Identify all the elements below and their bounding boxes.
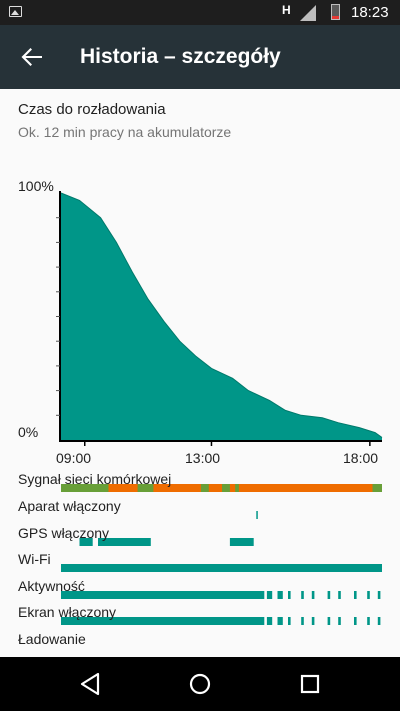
track-segment bbox=[311, 617, 315, 625]
track-label-cell-signal: Sygnał sieci komórkowej bbox=[18, 471, 172, 487]
time-to-discharge-value: Ok. 12 min pracy na akumulatorze bbox=[18, 124, 232, 140]
y-label-bottom: 0% bbox=[18, 424, 39, 440]
track-segment bbox=[372, 484, 382, 492]
track-segment bbox=[266, 591, 273, 599]
navigation-bar bbox=[0, 657, 400, 711]
track-segment bbox=[61, 564, 382, 572]
track-segment bbox=[311, 591, 315, 599]
track-segment bbox=[301, 591, 304, 599]
track-segment bbox=[266, 617, 273, 625]
track-segment bbox=[61, 617, 265, 625]
back-triangle-icon[interactable] bbox=[76, 670, 104, 698]
app-bar: Historia – szczegóły bbox=[0, 25, 400, 89]
track-segment bbox=[354, 617, 357, 625]
track-segment bbox=[277, 591, 283, 599]
track-segment bbox=[288, 591, 291, 599]
battery-level-area bbox=[61, 193, 382, 440]
signal-icon bbox=[300, 5, 316, 21]
track-segment bbox=[338, 591, 341, 599]
track-segment bbox=[301, 617, 304, 625]
image-notification-icon bbox=[9, 6, 22, 17]
time-to-discharge-title: Czas do rozładowania bbox=[18, 101, 166, 118]
home-circle-icon[interactable] bbox=[186, 670, 214, 698]
track-label-screen-on: Ekran włączony bbox=[18, 604, 117, 620]
status-bar: H 18:23 bbox=[0, 0, 400, 25]
track-segment bbox=[61, 484, 382, 492]
track-segment bbox=[338, 617, 341, 625]
track-segment bbox=[277, 617, 283, 625]
track-segment bbox=[377, 617, 381, 625]
x-tick-label: 09:00 bbox=[56, 450, 92, 466]
track-label-wifi: Wi-Fi bbox=[18, 551, 51, 567]
track-segment bbox=[61, 591, 265, 599]
track-segment bbox=[327, 591, 331, 599]
track-label-gps: GPS włączony bbox=[18, 525, 110, 541]
track-segment bbox=[256, 511, 258, 519]
network-type: H bbox=[282, 3, 291, 17]
track-label-camera: Aparat włączony bbox=[18, 498, 121, 514]
track-segment bbox=[377, 591, 381, 599]
track-segment bbox=[367, 591, 370, 599]
track-segment bbox=[61, 484, 109, 492]
track-segment bbox=[288, 617, 291, 625]
y-label-top: 100% bbox=[18, 178, 54, 194]
track-segment bbox=[367, 617, 370, 625]
track-segment bbox=[200, 484, 209, 492]
track-segment bbox=[79, 538, 93, 546]
track-segment bbox=[222, 484, 230, 492]
track-label-charging: Ładowanie bbox=[18, 631, 86, 647]
status-time: 18:23 bbox=[351, 4, 389, 21]
track-label-awake: Aktywność bbox=[18, 578, 85, 594]
recents-square-icon[interactable] bbox=[296, 670, 324, 698]
track-segment bbox=[229, 538, 254, 546]
track-segment bbox=[235, 484, 239, 492]
track-segment bbox=[354, 591, 357, 599]
battery-level-line bbox=[60, 192, 383, 438]
track-segment bbox=[327, 617, 331, 625]
battery-icon bbox=[331, 4, 340, 20]
x-tick-label: 18:00 bbox=[343, 450, 379, 466]
x-tick-label: 13:00 bbox=[185, 450, 221, 466]
track-segment bbox=[137, 484, 154, 492]
track-segment bbox=[98, 538, 151, 546]
arrow-back-icon[interactable] bbox=[18, 43, 46, 71]
page-title: Historia – szczegóły bbox=[80, 45, 281, 68]
